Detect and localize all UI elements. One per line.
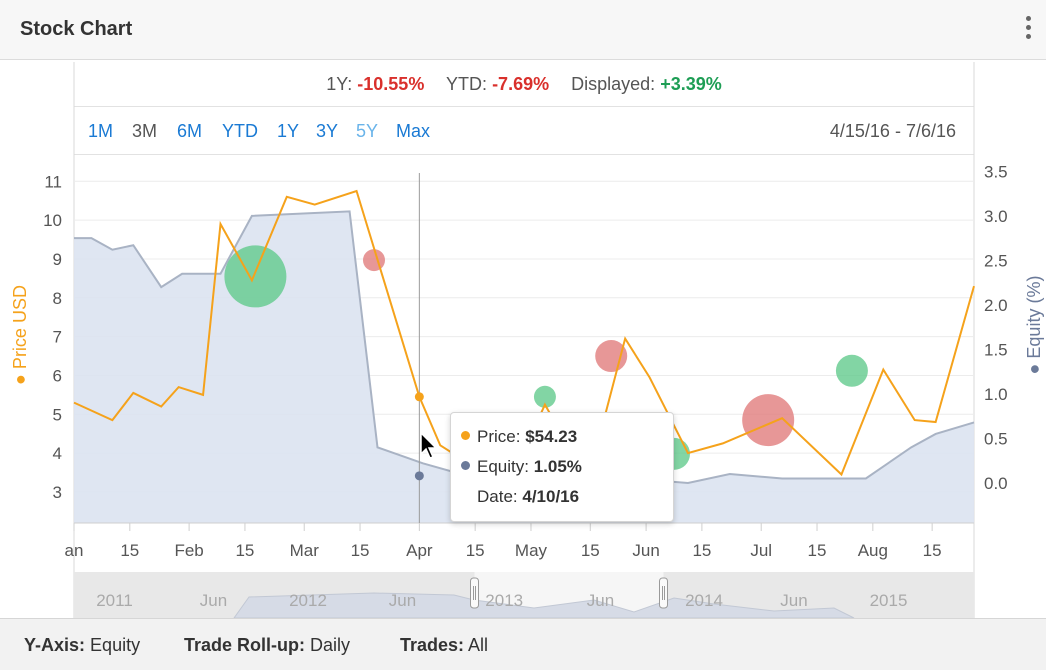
yaxis-value: Equity: [90, 635, 141, 655]
range-selector: 1M 3M 6M YTD 1Y 3Y 5Y Max 4/15/16 - 7/6/…: [74, 108, 974, 155]
y-tick-label: 6: [53, 366, 62, 385]
rollup-setting[interactable]: Trade Roll-up: Daily: [184, 619, 350, 671]
range-button-6m[interactable]: 6M: [177, 121, 203, 141]
y-axis-title: ● Price USD: [10, 285, 30, 385]
x-tick-label: Jul: [750, 541, 772, 560]
tooltip-date-value: 4/10/16: [522, 487, 580, 506]
performance-summary: 1Y: -10.55% YTD: -7.69% Displayed: +3.39…: [74, 62, 974, 107]
y2-tick-label: 2.0: [984, 296, 1008, 315]
equity-area: [74, 211, 974, 524]
displayed-value: +3.39%: [660, 74, 722, 94]
x-tick-label: 15: [351, 541, 370, 560]
y-tick-label: 3: [53, 483, 62, 502]
trade-bubble-loss: [742, 394, 795, 447]
x-tick-label: 15: [235, 541, 254, 560]
date-range-label: 4/15/16 - 7/6/16: [829, 121, 956, 141]
tooltip-equity-label: Equity:: [477, 457, 529, 476]
navigator-label: 2013: [485, 591, 523, 610]
range-button-3m[interactable]: 3M: [132, 121, 158, 141]
trade-bubble-loss: [363, 249, 385, 272]
trades-value: All: [468, 635, 489, 655]
rollup-value: Daily: [310, 635, 351, 655]
trades-setting[interactable]: Trades: All: [400, 619, 488, 671]
chart-tooltip: Price: $54.23 Equity: 1.05% Date: 4/10/1…: [450, 412, 674, 522]
widget-header: Stock Chart: [0, 0, 1046, 60]
hover-equity-point: [414, 471, 424, 481]
displayed-label: Displayed:: [571, 74, 656, 94]
equity-dot-icon: [461, 461, 470, 471]
range-button-max[interactable]: Max: [396, 121, 431, 141]
y-tick-label: 4: [53, 444, 62, 463]
mouse-pointer-icon: [420, 432, 438, 459]
y2-tick-label: 1.0: [984, 385, 1008, 404]
price-dot-icon: [461, 431, 470, 441]
navigator-label: Jun: [587, 591, 614, 610]
trades-label: Trades:: [400, 635, 465, 655]
navigator-label: 2015: [870, 591, 908, 610]
ytd-label: YTD:: [446, 74, 488, 94]
yaxis-setting[interactable]: Y-Axis: Equity: [24, 619, 140, 671]
kebab-menu-icon[interactable]: [1024, 16, 1032, 44]
y-tick-label: 7: [53, 328, 62, 347]
tooltip-price-label: Price:: [477, 427, 521, 446]
stock-chart-plot[interactable]: 11 10 9 8 7 6 5 4 3 3.5 3.0 2.5 2.0 1.5 1.0 0.5 0.0 an 15 F…: [0, 0, 1046, 618]
navigator-label: Jun: [780, 591, 807, 610]
y-tick-label: 10: [43, 211, 62, 230]
navigator-label: Jun: [200, 591, 227, 610]
navigator-label: 2012: [289, 591, 327, 610]
y2-tick-label: 0.0: [984, 474, 1008, 493]
range-button-1m[interactable]: 1M: [88, 121, 114, 141]
y-tick-label: 9: [53, 250, 62, 269]
x-tick-label: 15: [692, 541, 711, 560]
range-button-ytd[interactable]: YTD: [222, 121, 258, 141]
y2-axis-title: ● Equity (%): [1024, 276, 1044, 375]
x-tick-label: 15: [120, 541, 139, 560]
y-tick-label: 11: [44, 172, 62, 191]
x-tick-label: Feb: [174, 541, 203, 560]
tooltip-date-label: Date:: [477, 487, 518, 506]
x-tick-label: 15: [808, 541, 827, 560]
ytd-value: -7.69%: [492, 74, 550, 94]
navigator-label: 2014: [685, 591, 723, 610]
y2-tick-label: 3.5: [984, 162, 1008, 181]
trade-bubble-win: [835, 354, 868, 387]
x-tick-label: 15: [466, 541, 485, 560]
y2-tick-label: 1.5: [984, 340, 1008, 359]
y2-tick-label: 3.0: [984, 207, 1008, 226]
y-tick-label: 5: [53, 405, 62, 424]
navigator-handle-right[interactable]: [659, 577, 668, 609]
y2-tick-label: 2.5: [984, 251, 1008, 270]
widget-title: Stock Chart: [20, 18, 133, 40]
range-button-5y[interactable]: 5Y: [356, 121, 379, 141]
one-year-label: 1Y:: [326, 74, 353, 94]
x-tick-label: May: [515, 541, 548, 560]
y2-tick-label: 0.5: [984, 429, 1008, 448]
x-tick-label: Jun: [632, 541, 659, 560]
range-button-1y[interactable]: 1Y: [277, 121, 300, 141]
navigator-label: 2011: [96, 591, 133, 610]
range-button-3y[interactable]: 3Y: [316, 121, 339, 141]
tooltip-equity-value: 1.05%: [533, 457, 582, 476]
trade-bubble-loss: [595, 340, 628, 373]
y-tick-label: 8: [53, 289, 62, 308]
x-tick-label: 15: [923, 541, 942, 560]
hover-price-point: [414, 392, 424, 402]
trade-bubble-win: [224, 245, 287, 308]
one-year-value: -10.55%: [357, 74, 425, 94]
chart-footer: Y-Axis: Equity Trade Roll-up: Daily Trad…: [0, 618, 1046, 670]
x-tick-label: 15: [581, 541, 600, 560]
navigator-equity-area: [233, 592, 855, 618]
x-tick-label: Mar: [290, 541, 320, 560]
yaxis-label: Y-Axis:: [24, 635, 86, 655]
x-tick-label: Aug: [858, 541, 888, 560]
navigator-label: Jun: [389, 591, 416, 610]
navigator-handle-left[interactable]: [470, 577, 479, 609]
trade-bubble-win: [533, 385, 556, 408]
x-tick-label: an: [65, 541, 84, 560]
rollup-label: Trade Roll-up:: [184, 635, 305, 655]
tooltip-price-value: $54.23: [525, 427, 578, 446]
x-tick-label: Apr: [406, 541, 433, 560]
